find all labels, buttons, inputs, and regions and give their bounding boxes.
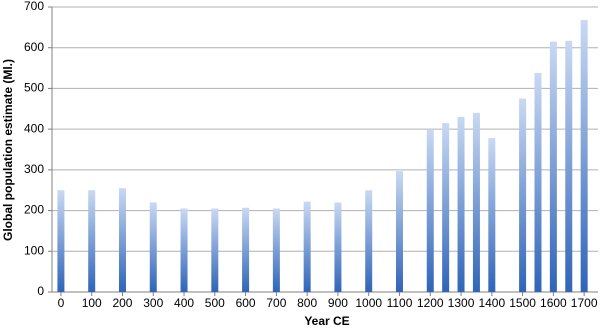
x-tick-label: 300 xyxy=(143,296,163,310)
x-tick-label: 0 xyxy=(58,296,65,310)
x-tick-label: 800 xyxy=(297,296,317,310)
x-tick-label: 1000 xyxy=(355,296,382,310)
x-tick-label: 1700 xyxy=(571,296,598,310)
bar xyxy=(565,40,573,292)
x-tick-label: 1100 xyxy=(387,296,413,310)
bar xyxy=(395,171,403,292)
bar xyxy=(118,188,126,292)
x-tick-label: 600 xyxy=(236,296,256,310)
bar xyxy=(242,207,250,292)
y-tick-label: 0 xyxy=(37,284,44,298)
y-tick-label: 400 xyxy=(24,121,44,135)
x-tick-label: 700 xyxy=(266,296,286,310)
x-tick-label: 1200 xyxy=(417,296,444,310)
x-tick-label: 500 xyxy=(205,296,225,310)
bar xyxy=(519,98,527,292)
bar xyxy=(334,202,342,292)
y-tick-label: 500 xyxy=(24,81,44,95)
bar xyxy=(88,190,96,292)
x-tick-label: 100 xyxy=(82,296,102,310)
y-tick-label: 100 xyxy=(24,243,44,257)
bar xyxy=(534,72,542,292)
bar xyxy=(57,190,65,292)
y-tick-label: 300 xyxy=(24,162,44,176)
bar xyxy=(580,20,588,293)
y-tick-label: 700 xyxy=(24,0,44,13)
x-tick-label: 200 xyxy=(112,296,132,310)
x-tick-label: 1600 xyxy=(540,296,567,310)
bar xyxy=(488,138,496,292)
bar xyxy=(426,129,434,292)
x-tick-label: 1400 xyxy=(478,296,505,310)
x-tick-label: 400 xyxy=(174,296,194,310)
bar xyxy=(457,116,465,292)
bar xyxy=(149,202,157,292)
y-tick-label: 200 xyxy=(24,203,44,217)
bar xyxy=(549,41,557,292)
bar xyxy=(442,123,450,293)
y-tick-label: 600 xyxy=(24,40,44,54)
bar xyxy=(180,208,188,292)
bar xyxy=(472,112,480,292)
bar xyxy=(303,201,311,292)
bar xyxy=(211,208,219,292)
bar xyxy=(272,208,280,292)
x-tick-label: 1500 xyxy=(509,296,536,310)
x-tick-label: 900 xyxy=(328,296,348,310)
x-tick-label: 1300 xyxy=(448,296,475,310)
bar xyxy=(365,190,373,292)
x-axis-title: Year CE xyxy=(304,314,349,328)
y-axis-title: Global population estimate (Ml.) xyxy=(1,59,15,241)
